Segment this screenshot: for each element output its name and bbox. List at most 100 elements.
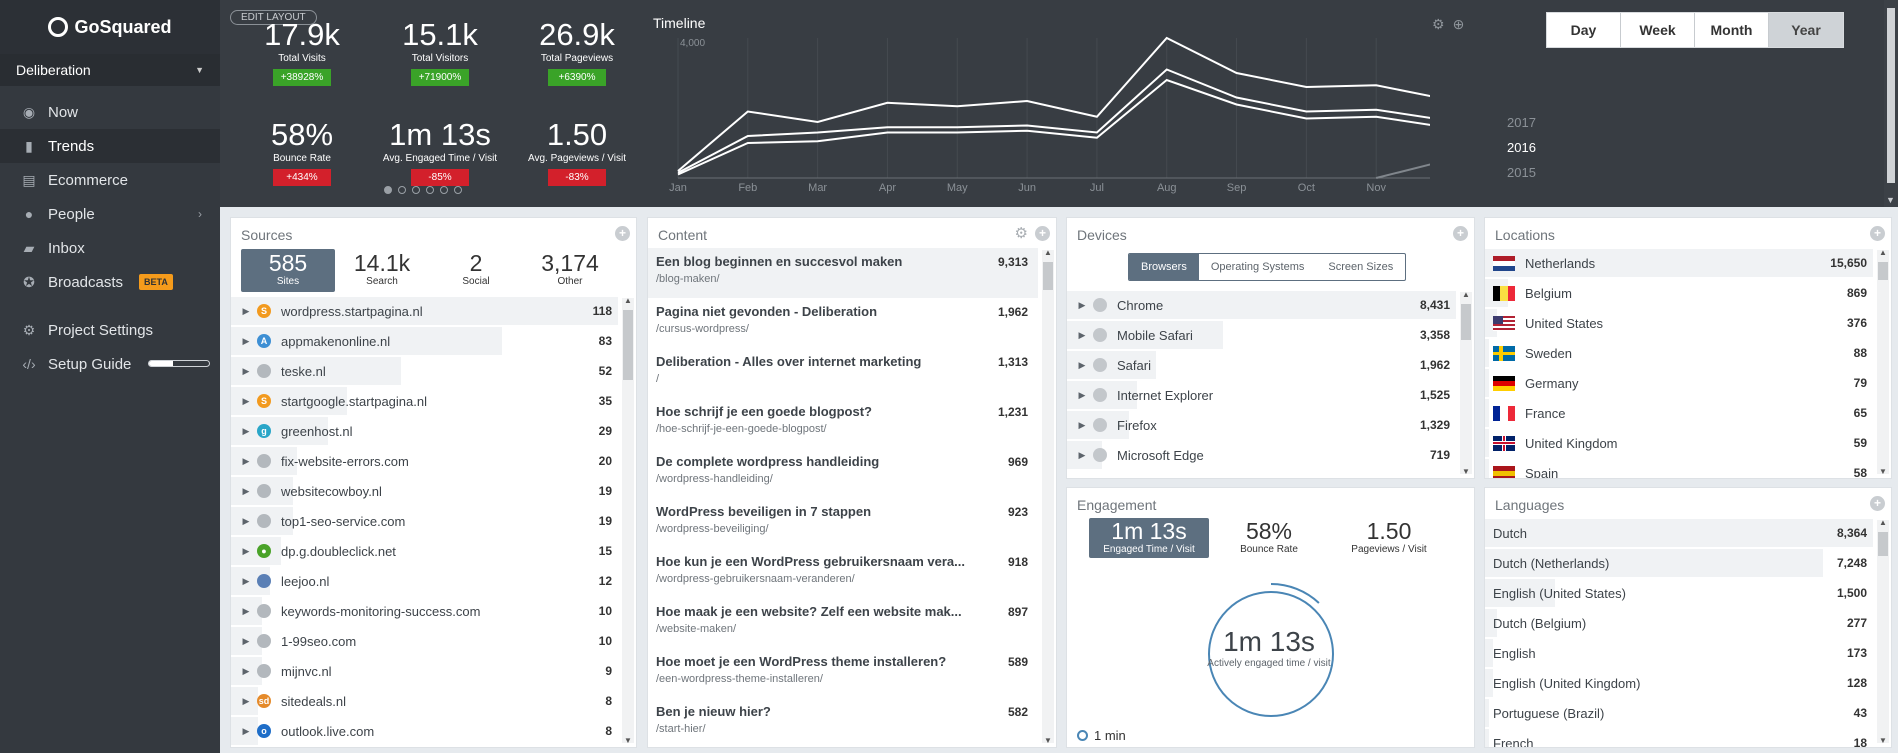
device-row[interactable]: ▶ Chrome 8,431 [1067,290,1456,320]
device-row[interactable]: ▶ Mobile Safari 3,358 [1067,320,1456,350]
metric-bounce-rate[interactable]: 58% Bounce Rate +434% [232,118,372,186]
expand-triangle-icon[interactable]: ▶ [1078,299,1086,310]
location-row[interactable]: Netherlands 15,650 [1485,248,1873,278]
pager-dot[interactable] [426,186,434,194]
pagination-dots[interactable] [384,186,462,194]
engagement-tab-2[interactable]: 1.50 Pageviews / Visit [1329,518,1449,558]
scroll-down-arrow-icon[interactable]: ▼ [1044,736,1052,745]
content-settings-gear-icon[interactable]: ⚙ [1014,225,1028,242]
content-row[interactable]: Pagina niet gevonden - Deliberation/curs… [648,298,1038,348]
sources-tab-sites[interactable]: 585 Sites [241,249,335,292]
pager-dot[interactable] [398,186,406,194]
sources-scroll-thumb[interactable] [623,310,633,380]
source-row[interactable]: ▶ websitecowboy.nl 19 [231,476,618,506]
location-row[interactable]: Germany 79 [1485,368,1873,398]
range-month-button[interactable]: Month [1695,13,1769,47]
engagement-tab-1[interactable]: 58% Bounce Rate [1209,518,1329,558]
expand-triangle-icon[interactable]: ▶ [242,515,250,526]
sidebar-item-ecommerce[interactable]: ▤ Ecommerce [0,163,220,197]
device-row[interactable]: ▶ Safari 1,962 [1067,350,1456,380]
content-add-icon[interactable]: + [1035,226,1050,241]
year-2016[interactable]: 2016 [1507,140,1536,155]
sources-tab-other[interactable]: 3,174 Other [523,249,617,292]
devices-tab-browsers[interactable]: Browsers [1129,254,1199,280]
scroll-down-arrow-icon[interactable]: ▼ [1886,195,1895,205]
metric-avg-pageviews-visit[interactable]: 1.50 Avg. Pageviews / Visit -83% [507,118,647,186]
content-scrollbar[interactable]: ▲ ▼ [1042,248,1054,745]
devices-scrollbar[interactable]: ▲ ▼ [1460,290,1472,476]
page-scrollbar-thumb[interactable] [1887,8,1895,183]
content-row[interactable]: WordPress beveiligen in 7 stappen/wordpr… [648,498,1038,548]
year-2015[interactable]: 2015 [1507,165,1536,180]
source-row[interactable]: ▶ ● dp.g.doubleclick.net 15 [231,536,618,566]
content-row[interactable]: Hoe kun je een WordPress gebruikersnaam … [648,548,1038,598]
source-row[interactable]: ▶ fix-website-errors.com 20 [231,446,618,476]
scroll-up-arrow-icon[interactable]: ▲ [1044,248,1052,257]
scroll-up-arrow-icon[interactable]: ▲ [1879,518,1887,527]
source-row[interactable]: ▶ teske.nl 52 [231,356,618,386]
expand-triangle-icon[interactable]: ▶ [242,665,250,676]
content-row[interactable]: Hoe maak je een website? Zelf een websit… [648,598,1038,648]
sidebar-item-trends[interactable]: ▮ Trends [0,129,220,163]
devices-scroll-thumb[interactable] [1461,304,1471,340]
content-row[interactable]: Een blog beginnen en succesvol maken/blo… [648,248,1038,298]
sidebar-item-broadcasts[interactable]: ✪ Broadcasts BETA [0,265,220,299]
location-row[interactable]: United Kingdom 59 [1485,428,1873,458]
expand-triangle-icon[interactable]: ▶ [1078,389,1086,400]
scroll-up-arrow-icon[interactable]: ▲ [1879,248,1887,257]
devices-tab-screen-sizes[interactable]: Screen Sizes [1328,261,1394,273]
device-row[interactable]: ▶ Firefox 1,329 [1067,410,1456,440]
expand-triangle-icon[interactable]: ▶ [242,485,250,496]
expand-triangle-icon[interactable]: ▶ [242,425,250,436]
pager-dot[interactable] [384,186,392,194]
device-row[interactable]: ▶ Internet Explorer 1,525 [1067,380,1456,410]
content-row[interactable]: Hoe schrijf je een goede blogpost? /hoe-s… [648,398,1038,448]
expand-triangle-icon[interactable]: ▶ [242,335,250,346]
scroll-down-arrow-icon[interactable]: ▼ [1879,736,1887,745]
source-row[interactable]: ▶ 1-99seo.com 10 [231,626,618,656]
pager-dot[interactable] [412,186,420,194]
content-row[interactable]: Hoe moet je een WordPress theme installe… [648,648,1038,698]
devices-add-icon[interactable]: + [1453,226,1468,241]
devices-tab-operating-systems[interactable]: Operating Systems [1210,261,1305,273]
location-row[interactable]: United States 376 [1485,308,1873,338]
sources-tab-search[interactable]: 14.1k Search [335,249,429,292]
edit-layout-button[interactable]: EDIT LAYOUT [230,10,317,25]
metric-total-visits[interactable]: 17.9k Total Visits +38928% [232,18,372,86]
language-row[interactable]: English (United States) 1,500 [1485,578,1873,608]
sources-scrollbar[interactable]: ▲ ▼ [622,296,634,745]
content-row[interactable]: De complete wordpress handleiding/wordpr… [648,448,1038,498]
scroll-up-arrow-icon[interactable]: ▲ [1462,290,1470,299]
language-row[interactable]: Portuguese (Brazil) 43 [1485,698,1873,728]
language-row[interactable]: English 173 [1485,638,1873,668]
locations-scroll-thumb[interactable] [1878,262,1888,280]
language-row[interactable]: French 18 [1485,728,1873,747]
expand-triangle-icon[interactable]: ▶ [1078,329,1086,340]
source-row[interactable]: ▶ g greenhost.nl 29 [231,416,618,446]
language-row[interactable]: Dutch (Netherlands) 7,248 [1485,548,1873,578]
app-logo[interactable]: GoSquared [0,0,220,54]
expand-triangle-icon[interactable]: ▶ [1078,419,1086,430]
page-scrollbar[interactable]: ▼ [1884,0,1898,207]
expand-triangle-icon[interactable]: ▶ [242,545,250,556]
expand-triangle-icon[interactable]: ▶ [242,635,250,646]
sidebar-item-people[interactable]: ● People › [0,197,220,231]
sources-add-icon[interactable]: + [615,226,630,241]
range-year-button[interactable]: Year [1769,13,1843,47]
location-row[interactable]: Sweden 88 [1485,338,1873,368]
scroll-up-arrow-icon[interactable]: ▲ [624,296,632,305]
language-row[interactable]: Dutch 8,364 [1485,518,1873,548]
pager-dot[interactable] [440,186,448,194]
year-2017[interactable]: 2017 [1507,115,1536,130]
content-row[interactable]: Deliberation - Alles over internet marke… [648,348,1038,398]
expand-triangle-icon[interactable]: ▶ [242,725,250,736]
source-row[interactable]: ▶ mijnvc.nl 9 [231,656,618,686]
source-row[interactable]: ▶ keywords-monitoring-success.com 10 [231,596,618,626]
content-scroll-thumb[interactable] [1043,262,1053,290]
expand-triangle-icon[interactable]: ▶ [242,695,250,706]
scroll-down-arrow-icon[interactable]: ▼ [624,736,632,745]
scroll-down-arrow-icon[interactable]: ▼ [1462,467,1470,476]
